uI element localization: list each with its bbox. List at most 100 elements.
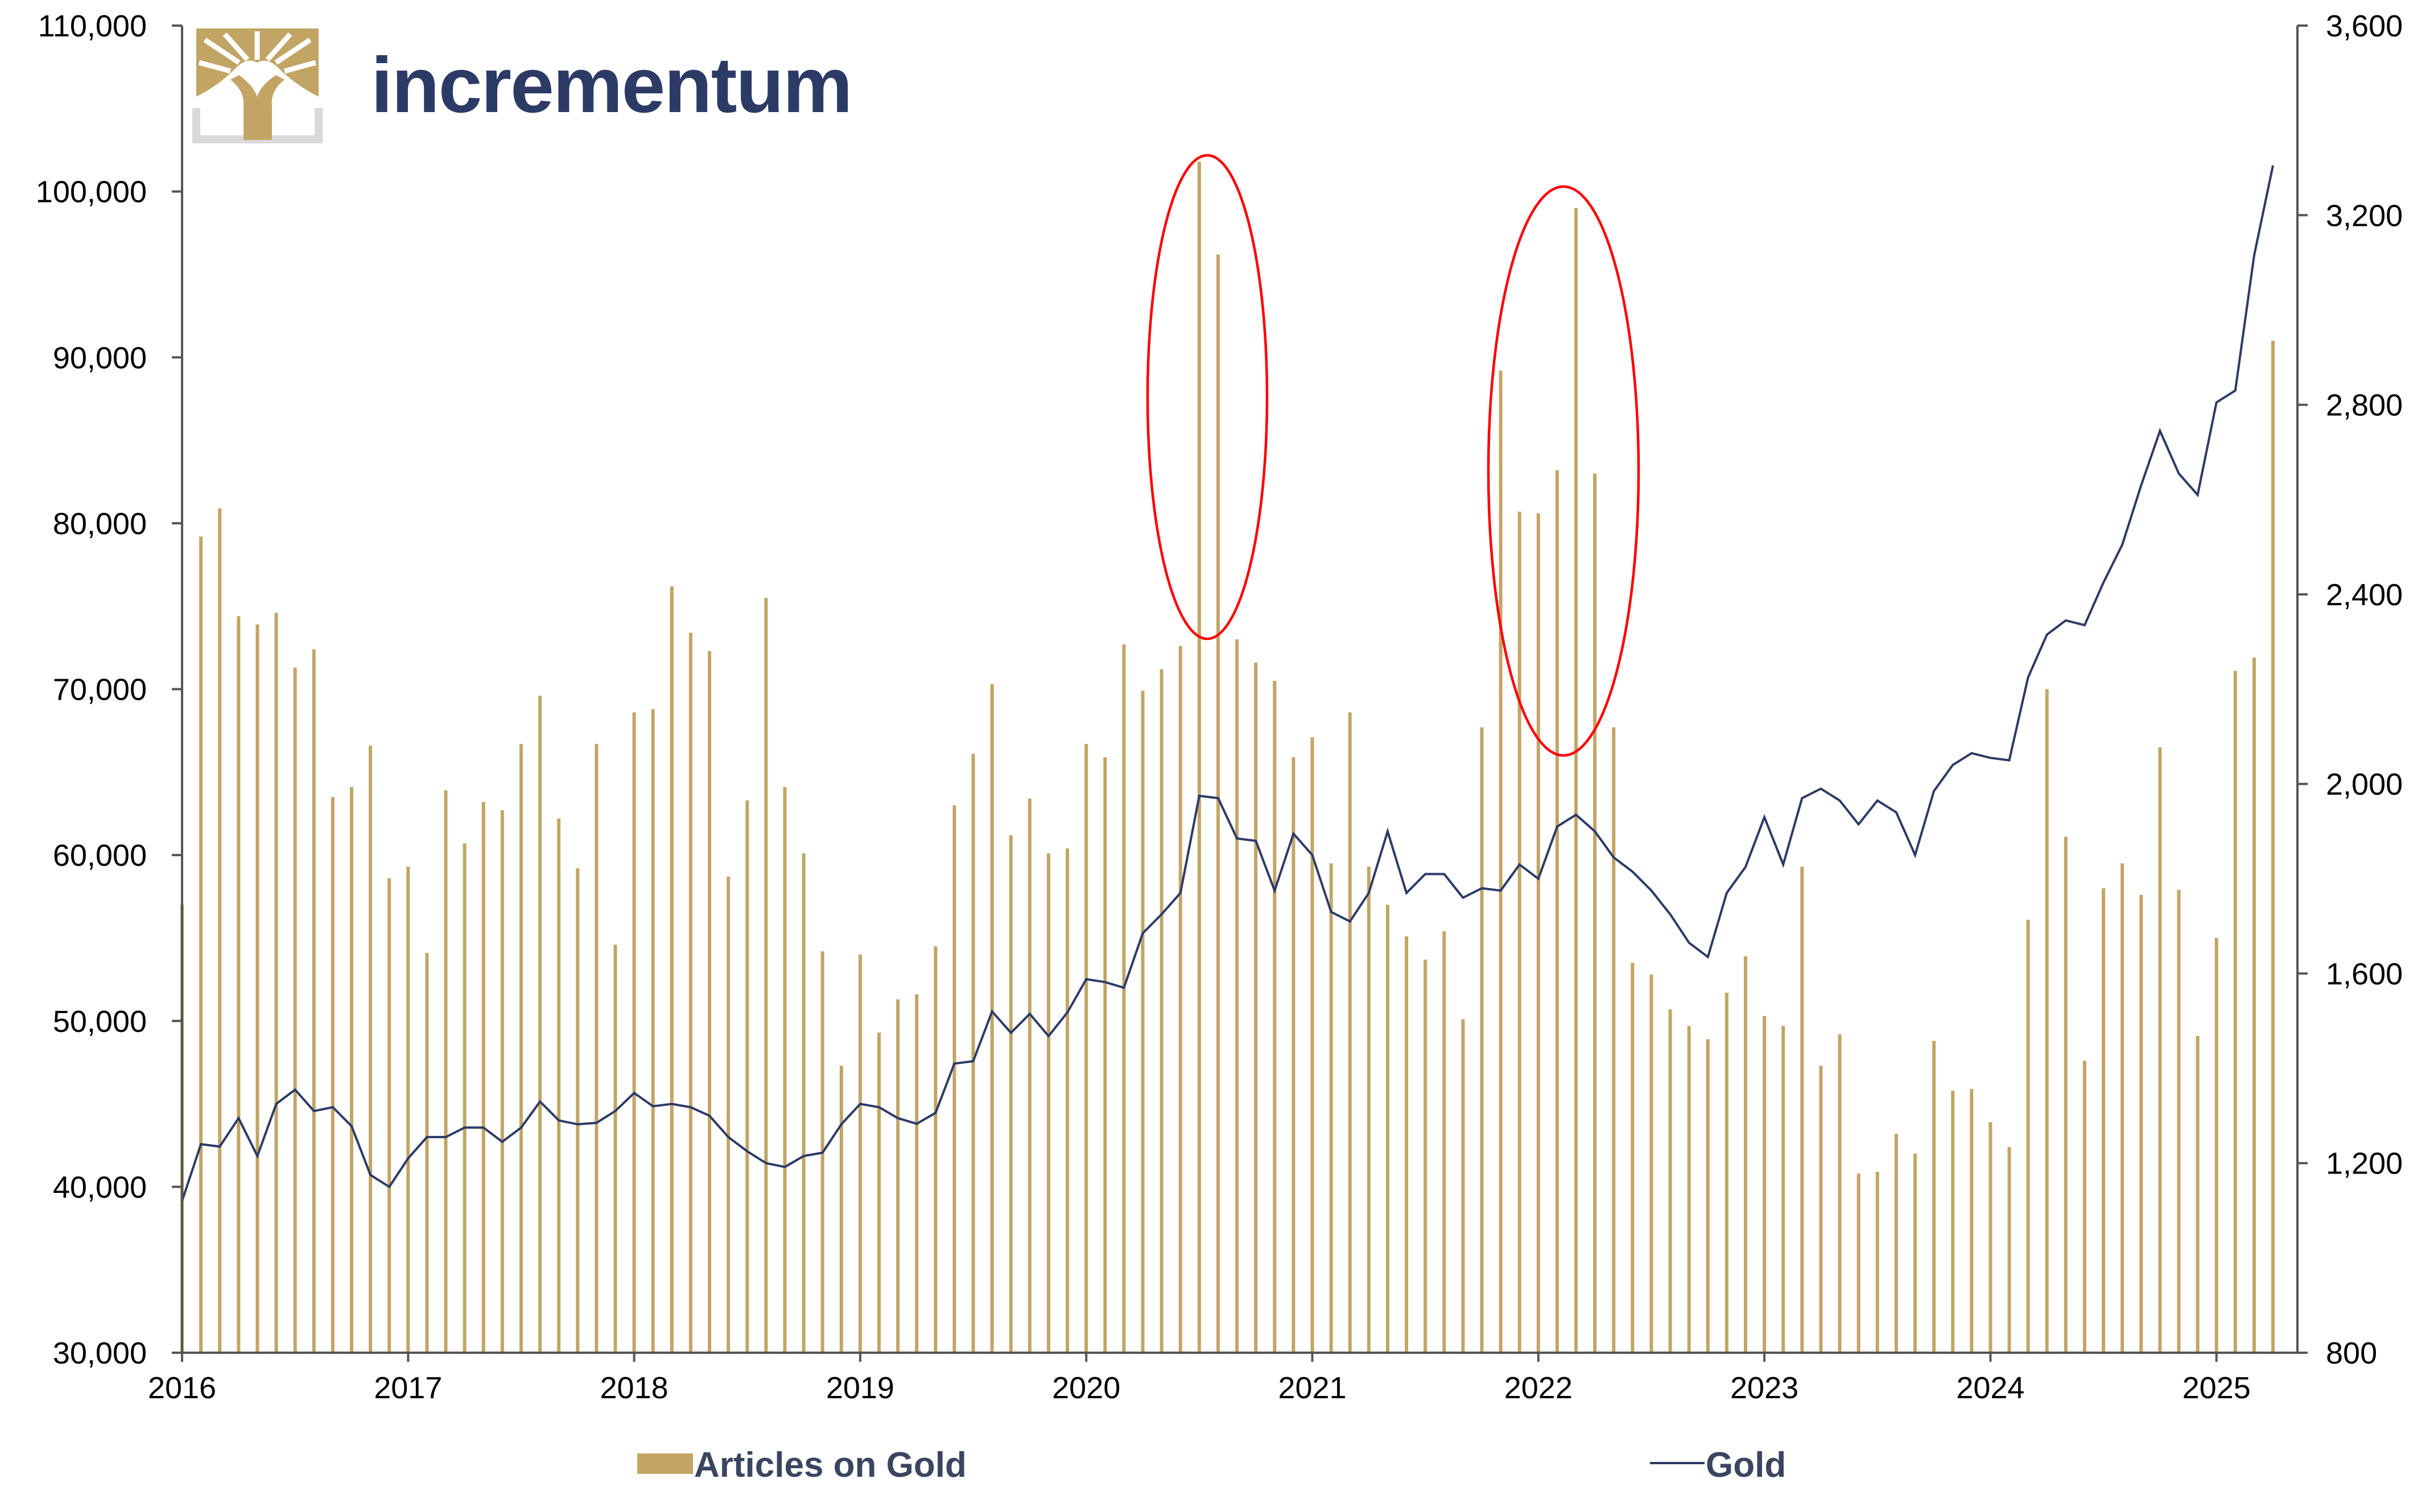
highlight-ellipse-2020 bbox=[1146, 154, 1269, 641]
bar-68 bbox=[1461, 1019, 1465, 1353]
left-axis-ticks: 30,000 40,000 50,000 60,000 70,000 80,000 90,0… bbox=[36, 9, 182, 1370]
right-tick-label-3: 2,000 bbox=[2326, 767, 2403, 802]
x-tick-label-2: 2018 bbox=[600, 1371, 669, 1405]
bar-97 bbox=[2007, 1147, 2011, 1353]
bar-44 bbox=[1009, 835, 1013, 1353]
bar-8 bbox=[331, 797, 335, 1353]
bar-107 bbox=[2196, 1035, 2200, 1353]
bar-16 bbox=[481, 802, 485, 1353]
bar-22 bbox=[595, 743, 599, 1353]
bar-32 bbox=[783, 787, 787, 1353]
legend: Articles on Gold Gold bbox=[637, 1445, 1786, 1485]
bar-15 bbox=[463, 843, 467, 1353]
bar-50 bbox=[1122, 644, 1126, 1353]
x-tick-label-6: 2022 bbox=[1504, 1371, 1573, 1405]
bar-30 bbox=[745, 800, 749, 1353]
bar-74 bbox=[1574, 208, 1578, 1353]
right-tick-label-2: 1,600 bbox=[2326, 957, 2403, 991]
x-tick-label-8: 2024 bbox=[1956, 1371, 2024, 1405]
bar-80 bbox=[1687, 1026, 1691, 1353]
bar-109 bbox=[2233, 671, 2237, 1353]
bar-101 bbox=[2082, 1060, 2086, 1353]
bar-79 bbox=[1668, 1009, 1672, 1353]
x-axis-ticks: 2016 2017 2018 2019 2020 2021 2022 2023 2024 2025 bbox=[148, 1353, 2251, 1405]
bar-103 bbox=[2120, 863, 2124, 1353]
bar-75 bbox=[1593, 473, 1597, 1353]
bar-63 bbox=[1367, 866, 1371, 1353]
bar-57 bbox=[1254, 662, 1258, 1353]
bar-59 bbox=[1292, 757, 1296, 1353]
bar-31 bbox=[764, 598, 768, 1353]
bar-7 bbox=[312, 649, 316, 1353]
bar-33 bbox=[802, 853, 806, 1353]
bar-48 bbox=[1084, 743, 1088, 1353]
bar-36 bbox=[858, 955, 862, 1353]
bar-5 bbox=[274, 613, 278, 1353]
bar-78 bbox=[1649, 974, 1653, 1353]
x-tick-label-0: 2016 bbox=[148, 1371, 216, 1405]
bar-88 bbox=[1838, 1034, 1842, 1353]
right-tick-label-0: 800 bbox=[2326, 1336, 2377, 1370]
bar-93 bbox=[1932, 1040, 1936, 1353]
legend-label-articles-on-gold: Articles on Gold bbox=[694, 1445, 967, 1485]
bar-43 bbox=[990, 684, 994, 1353]
bar-55 bbox=[1216, 254, 1220, 1353]
bar-46 bbox=[1046, 853, 1050, 1353]
bar-90 bbox=[1875, 1172, 1879, 1353]
bar-13 bbox=[425, 953, 429, 1353]
x-tick-label-9: 2025 bbox=[2183, 1371, 2251, 1405]
bar-83 bbox=[1743, 956, 1747, 1353]
bar-64 bbox=[1385, 904, 1389, 1353]
bar-18 bbox=[519, 743, 523, 1353]
logo-text: incrementum bbox=[371, 42, 852, 129]
bar-19 bbox=[538, 696, 542, 1353]
left-tick-label-7: 100,000 bbox=[36, 175, 147, 209]
bar-89 bbox=[1856, 1174, 1860, 1353]
bar-87 bbox=[1819, 1065, 1823, 1353]
left-tick-label-6: 90,000 bbox=[53, 341, 147, 375]
bar-42 bbox=[971, 754, 975, 1353]
bar-98 bbox=[2026, 919, 2030, 1353]
bar-65 bbox=[1405, 936, 1409, 1353]
left-tick-label-3: 60,000 bbox=[53, 838, 147, 873]
bar-45 bbox=[1028, 798, 1032, 1353]
bar-35 bbox=[839, 1065, 843, 1353]
bar-70 bbox=[1499, 370, 1503, 1353]
bar-100 bbox=[2064, 837, 2068, 1353]
right-tick-label-5: 2,800 bbox=[2326, 389, 2403, 423]
bar-76 bbox=[1612, 727, 1616, 1353]
bar-94 bbox=[1951, 1090, 1955, 1353]
bar-14 bbox=[444, 790, 448, 1353]
bar-27 bbox=[688, 633, 692, 1353]
bar-37 bbox=[877, 1032, 881, 1353]
bar-23 bbox=[613, 944, 617, 1353]
left-tick-label-1: 40,000 bbox=[53, 1170, 147, 1204]
bar-47 bbox=[1066, 848, 1070, 1353]
x-tick-label-3: 2019 bbox=[826, 1371, 894, 1405]
bar-6 bbox=[293, 667, 297, 1353]
bar-61 bbox=[1329, 863, 1333, 1353]
tree-icon bbox=[192, 28, 323, 143]
bar-82 bbox=[1724, 993, 1728, 1353]
right-tick-label-4: 2,400 bbox=[2326, 578, 2403, 612]
bar-73 bbox=[1555, 470, 1559, 1353]
legend-label-gold: Gold bbox=[1706, 1445, 1786, 1485]
bar-86 bbox=[1800, 866, 1804, 1353]
bar-40 bbox=[934, 946, 938, 1353]
left-tick-label-4: 70,000 bbox=[53, 673, 147, 707]
highlight-ellipse-2022 bbox=[1487, 185, 1640, 757]
bar-60 bbox=[1310, 737, 1314, 1353]
bar-53 bbox=[1178, 646, 1182, 1353]
bar-84 bbox=[1763, 1016, 1767, 1353]
bar-72 bbox=[1536, 513, 1540, 1353]
bar-38 bbox=[896, 999, 900, 1353]
logo: incrementum bbox=[192, 28, 853, 143]
bar-92 bbox=[1913, 1154, 1917, 1353]
bar-26 bbox=[670, 586, 674, 1353]
x-tick-label-1: 2017 bbox=[374, 1371, 442, 1405]
right-tick-label-6: 3,200 bbox=[2326, 199, 2403, 233]
bar-39 bbox=[915, 994, 919, 1353]
bar-28 bbox=[708, 651, 712, 1353]
bar-9 bbox=[349, 787, 353, 1353]
